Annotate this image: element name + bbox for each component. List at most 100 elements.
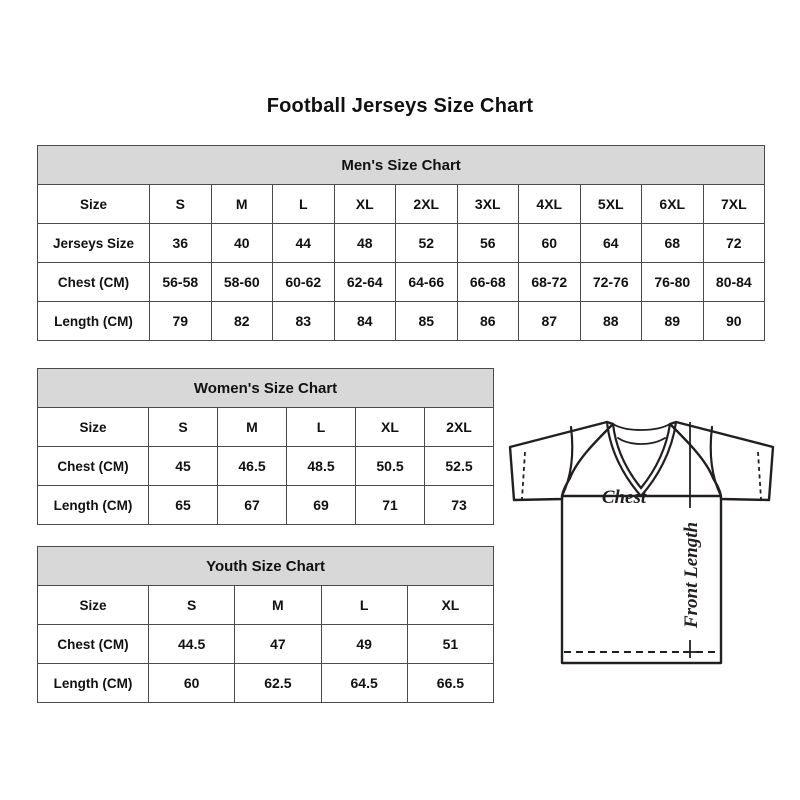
table-cell: 51 bbox=[406, 624, 495, 664]
column-header: L bbox=[286, 407, 356, 447]
column-header: L bbox=[320, 585, 408, 625]
column-header: Size bbox=[37, 407, 149, 447]
column-header: S bbox=[148, 407, 218, 447]
front-length-measure-line bbox=[683, 422, 697, 658]
table-row: Chest (CM) 44.5 47 49 51 bbox=[37, 624, 495, 664]
table-caption-row: Men's Size Chart bbox=[36, 145, 766, 185]
row-label: Length (CM) bbox=[37, 663, 149, 703]
youth-table-caption: Youth Size Chart bbox=[36, 546, 495, 586]
table-cell: 47 bbox=[234, 624, 322, 664]
column-header: 5XL bbox=[579, 184, 642, 224]
column-header: L bbox=[272, 184, 335, 224]
table-cell: 85 bbox=[395, 301, 458, 341]
table-cell: 52 bbox=[395, 223, 458, 263]
table-cell: 82 bbox=[210, 301, 273, 341]
table-cell: 68 bbox=[641, 223, 704, 263]
row-label: Chest (CM) bbox=[37, 624, 149, 664]
table-cell: 88 bbox=[579, 301, 642, 341]
table-header-row: Size S M L XL bbox=[37, 585, 495, 625]
column-header: 2XL bbox=[395, 184, 458, 224]
column-header: Size bbox=[37, 184, 150, 224]
table-cell: 86 bbox=[456, 301, 519, 341]
row-label: Jerseys Size bbox=[37, 223, 150, 263]
table-caption-row: Women's Size Chart bbox=[36, 368, 495, 408]
table-cell: 58-60 bbox=[210, 262, 273, 302]
table-cell: 48.5 bbox=[286, 446, 356, 486]
table-cell: 56 bbox=[456, 223, 519, 263]
table-cell: 71 bbox=[355, 485, 425, 525]
column-header: S bbox=[149, 184, 212, 224]
column-header: 3XL bbox=[456, 184, 519, 224]
table-row: Length (CM) 79 82 83 84 85 86 87 88 89 9… bbox=[37, 301, 766, 341]
table-cell: 60 bbox=[518, 223, 581, 263]
table-header-row: Size S M L XL 2XL 3XL 4XL 5XL 6XL 7XL bbox=[37, 184, 766, 224]
table-cell: 73 bbox=[423, 485, 495, 525]
table-cell: 89 bbox=[641, 301, 704, 341]
table-cell: 40 bbox=[210, 223, 273, 263]
table-cell: 87 bbox=[518, 301, 581, 341]
table-cell: 50.5 bbox=[355, 446, 425, 486]
row-label: Length (CM) bbox=[37, 485, 149, 525]
table-cell: 56-58 bbox=[149, 262, 212, 302]
row-label: Length (CM) bbox=[37, 301, 150, 341]
column-header: M bbox=[234, 585, 322, 625]
table-row: Jerseys Size 36 40 44 48 52 56 60 64 68 … bbox=[37, 223, 766, 263]
table-cell: 72-76 bbox=[579, 262, 642, 302]
table-caption-row: Youth Size Chart bbox=[36, 546, 495, 586]
table-cell: 60 bbox=[147, 663, 236, 703]
chest-measure-label: Chest bbox=[602, 487, 647, 508]
table-cell: 36 bbox=[149, 223, 212, 263]
table-cell: 64.5 bbox=[320, 663, 408, 703]
column-header: 2XL bbox=[423, 407, 495, 447]
table-cell: 83 bbox=[272, 301, 335, 341]
table-cell: 64 bbox=[579, 223, 642, 263]
column-header: M bbox=[210, 184, 273, 224]
column-header: Size bbox=[37, 585, 149, 625]
table-cell: 67 bbox=[217, 485, 287, 525]
column-header: XL bbox=[333, 184, 396, 224]
mens-table-caption: Men's Size Chart bbox=[36, 145, 766, 185]
table-row: Chest (CM) 56-58 58-60 60-62 62-64 64-66… bbox=[37, 262, 766, 302]
table-cell: 76-80 bbox=[641, 262, 704, 302]
page-title: Football Jerseys Size Chart bbox=[266, 95, 534, 117]
table-row: Chest (CM) 45 46.5 48.5 50.5 52.5 bbox=[37, 446, 495, 486]
table-cell: 66.5 bbox=[406, 663, 495, 703]
table-cell: 84 bbox=[333, 301, 396, 341]
column-header: 4XL bbox=[518, 184, 581, 224]
table-cell: 65 bbox=[148, 485, 218, 525]
table-cell: 64-66 bbox=[395, 262, 458, 302]
column-header: 7XL bbox=[702, 184, 766, 224]
table-cell: 80-84 bbox=[702, 262, 766, 302]
table-cell: 68-72 bbox=[518, 262, 581, 302]
column-header: XL bbox=[406, 585, 495, 625]
table-cell: 66-68 bbox=[456, 262, 519, 302]
womens-size-chart-table: Women's Size Chart Size S M L XL 2XL Che… bbox=[36, 368, 495, 525]
table-row: Length (CM) 65 67 69 71 73 bbox=[37, 485, 495, 525]
table-cell: 46.5 bbox=[217, 446, 287, 486]
table-cell: 72 bbox=[702, 223, 766, 263]
column-header: M bbox=[217, 407, 287, 447]
table-row: Length (CM) 60 62.5 64.5 66.5 bbox=[37, 663, 495, 703]
table-cell: 45 bbox=[148, 446, 218, 486]
mens-size-chart-table: Men's Size Chart Size S M L XL 2XL 3XL 4… bbox=[36, 145, 766, 341]
table-cell: 49 bbox=[320, 624, 408, 664]
table-header-row: Size S M L XL 2XL bbox=[37, 407, 495, 447]
table-cell: 44 bbox=[272, 223, 335, 263]
table-cell: 52.5 bbox=[423, 446, 495, 486]
table-cell: 62-64 bbox=[333, 262, 396, 302]
table-cell: 48 bbox=[333, 223, 396, 263]
table-cell: 62.5 bbox=[234, 663, 322, 703]
front-length-measure-label: Front Length bbox=[681, 522, 702, 629]
womens-table-caption: Women's Size Chart bbox=[36, 368, 495, 408]
row-label: Chest (CM) bbox=[37, 262, 150, 302]
table-cell: 69 bbox=[286, 485, 356, 525]
table-cell: 79 bbox=[149, 301, 212, 341]
column-header: S bbox=[147, 585, 236, 625]
youth-size-chart-table: Youth Size Chart Size S M L XL Chest (CM… bbox=[36, 546, 495, 703]
column-header: XL bbox=[355, 407, 425, 447]
column-header: 6XL bbox=[641, 184, 704, 224]
table-cell: 44.5 bbox=[147, 624, 236, 664]
table-cell: 90 bbox=[702, 301, 766, 341]
jersey-measurement-diagram: Chest Front Length bbox=[500, 400, 785, 695]
table-cell: 60-62 bbox=[272, 262, 335, 302]
